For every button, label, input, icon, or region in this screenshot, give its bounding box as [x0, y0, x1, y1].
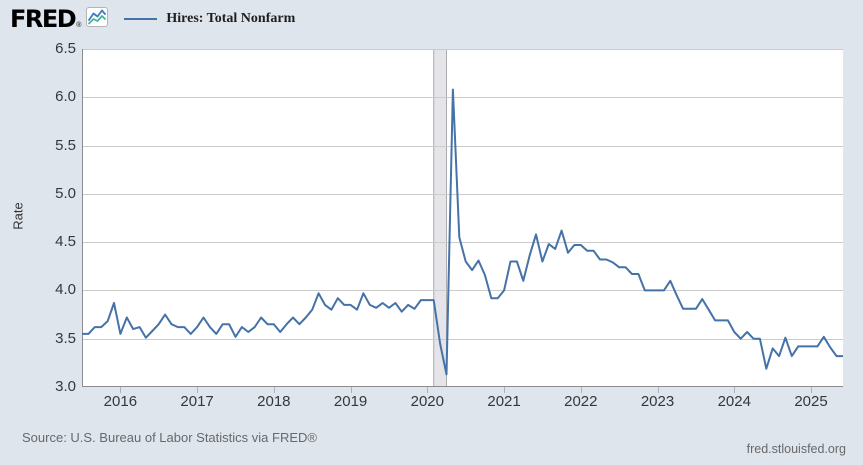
y-tick-label: 3.5: [55, 329, 76, 347]
y-tick-label: 4.0: [55, 281, 76, 299]
x-tick-label: 2019: [333, 393, 368, 410]
y-tick-label: 5.5: [55, 136, 76, 154]
fred-logo-text: FRED: [10, 5, 77, 33]
legend-label: Hires: Total Nonfarm: [166, 11, 296, 26]
source-note: Source: U.S. Bureau of Labor Statistics …: [22, 430, 317, 445]
x-tick-label: 2016: [103, 393, 138, 410]
x-tick-label: 2024: [717, 393, 751, 410]
legend-line-swatch: [124, 18, 158, 20]
chart-header: FRED ® Hires: Total Nonfarm: [10, 5, 295, 33]
y-axis-title: Rate: [10, 202, 26, 230]
fred-logo: FRED ®: [10, 6, 81, 32]
x-tick-label: 2018: [257, 393, 291, 410]
x-tick-label: 2023: [640, 393, 675, 410]
line-chart-icon: [86, 7, 109, 32]
recession-band: [433, 49, 447, 387]
site-url: fred.stlouisfed.org: [746, 442, 846, 456]
x-tick-label: 2017: [180, 393, 214, 410]
x-tick-label: 2020: [410, 393, 444, 410]
y-tick-label: 3.0: [55, 378, 76, 395]
registered-mark: ®: [76, 22, 82, 29]
y-tick-label: 6.5: [55, 40, 76, 57]
y-tick-label: 5.0: [55, 184, 76, 202]
y-tick-label: 6.0: [55, 88, 76, 106]
series-line[interactable]: [82, 88, 843, 376]
x-tick-label: 2021: [487, 393, 521, 410]
legend: Hires: Total Nonfarm: [124, 11, 295, 27]
x-tick-label: 2025: [794, 393, 828, 410]
y-tick-label: 4.5: [55, 233, 76, 251]
plot-area[interactable]: [82, 49, 843, 395]
x-tick-label: 2022: [564, 393, 598, 410]
plot-background: [82, 49, 843, 387]
